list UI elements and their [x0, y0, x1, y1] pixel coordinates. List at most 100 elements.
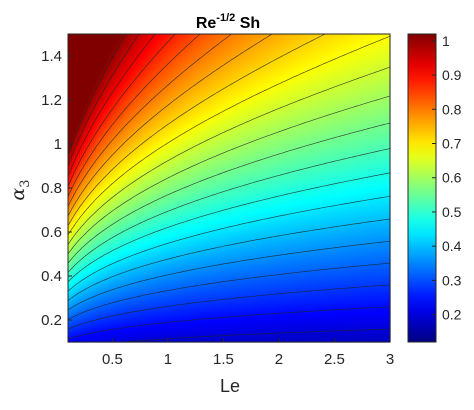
- heatmap-cell: [108, 210, 111, 214]
- heatmap-cell: [92, 89, 95, 93]
- heatmap-cell: [96, 276, 99, 280]
- heatmap-cell: [76, 79, 79, 83]
- heatmap-cell: [70, 336, 73, 339]
- heatmap-cell: [94, 155, 97, 158]
- heatmap-cell: [112, 37, 115, 41]
- heatmap-cell: [68, 232, 71, 236]
- heatmap-cell: [112, 69, 115, 73]
- heatmap-cell: [86, 288, 89, 291]
- heatmap-cell: [114, 167, 117, 170]
- heatmap-cell: [96, 330, 99, 333]
- heatmap-cell: [82, 123, 85, 127]
- heatmap-cell: [108, 99, 111, 103]
- heatmap-cell: [106, 87, 109, 91]
- heatmap-cell: [82, 125, 85, 128]
- heatmap-cell: [108, 324, 111, 327]
- heatmap-cell: [102, 187, 105, 190]
- heatmap-cell: [114, 85, 117, 89]
- heatmap-cell: [72, 187, 75, 190]
- heatmap-cell: [110, 55, 113, 59]
- heatmap-cell: [86, 268, 89, 272]
- heatmap-cell: [104, 340, 107, 343]
- heatmap-cell: [82, 250, 85, 254]
- heatmap-cell: [96, 183, 99, 186]
- heatmap-cell: [88, 145, 91, 148]
- heatmap-cell: [110, 83, 113, 87]
- heatmap-cell: [92, 75, 95, 79]
- heatmap-cell: [76, 274, 79, 278]
- heatmap-cell: [88, 206, 91, 210]
- heatmap-cell: [106, 268, 109, 272]
- heatmap-cell: [88, 334, 91, 337]
- heatmap-cell: [92, 55, 95, 59]
- heatmap-cell: [114, 238, 117, 242]
- heatmap-cell: [68, 292, 71, 295]
- heatmap-cell: [90, 268, 93, 272]
- heatmap-cell: [100, 228, 103, 232]
- heatmap-cell: [114, 334, 117, 337]
- heatmap-cell: [96, 101, 99, 105]
- heatmap-cell: [100, 256, 103, 260]
- heatmap-cell: [82, 169, 85, 172]
- heatmap-cell: [98, 163, 101, 166]
- heatmap-cell: [74, 286, 77, 289]
- heatmap-cell: [92, 206, 95, 210]
- heatmap-cell: [76, 316, 79, 319]
- heatmap-cell: [104, 157, 107, 160]
- heatmap-cell: [92, 157, 95, 160]
- heatmap-cell: [114, 175, 117, 178]
- heatmap-cell: [86, 198, 89, 202]
- heatmap-cell: [72, 169, 75, 172]
- heatmap-cell: [94, 91, 97, 95]
- heatmap-cell: [84, 119, 87, 123]
- heatmap-cell: [68, 330, 71, 333]
- heatmap-cell: [90, 103, 93, 107]
- heatmap-cell: [102, 206, 105, 210]
- heatmap-cell: [98, 302, 101, 305]
- heatmap-cell: [92, 141, 95, 144]
- heatmap-cell: [112, 91, 115, 95]
- heatmap-cell: [80, 244, 83, 248]
- heatmap-cell: [92, 316, 95, 319]
- heatmap-cell: [80, 316, 83, 319]
- heatmap-cell: [86, 43, 89, 47]
- heatmap-cell: [86, 89, 89, 93]
- heatmap-cell: [100, 45, 103, 49]
- heatmap-cell: [72, 212, 75, 216]
- heatmap-cell: [96, 336, 99, 339]
- heatmap-cell: [94, 34, 97, 37]
- heatmap-cell: [90, 39, 93, 43]
- heatmap-cell: [76, 109, 79, 113]
- heatmap-cell: [98, 208, 101, 212]
- heatmap-cell: [82, 103, 85, 107]
- heatmap-cell: [78, 101, 81, 105]
- heatmap-cell: [74, 244, 77, 248]
- heatmap-cell: [92, 188, 95, 192]
- heatmap-cell: [94, 272, 97, 276]
- heatmap-cell: [88, 326, 91, 329]
- heatmap-cell: [84, 212, 87, 216]
- heatmap-cell: [74, 188, 77, 192]
- heatmap-cell: [106, 338, 109, 341]
- heatmap-cell: [76, 41, 79, 45]
- heatmap-cell: [76, 147, 79, 150]
- heatmap-cell: [94, 73, 97, 77]
- heatmap-cell: [92, 246, 95, 250]
- heatmap-cell: [82, 244, 85, 248]
- heatmap-cell: [106, 131, 109, 134]
- heatmap-cell: [94, 264, 97, 268]
- heatmap-cell: [90, 264, 93, 268]
- heatmap-cell: [114, 115, 117, 119]
- heatmap-cell: [86, 330, 89, 333]
- heatmap-cell: [104, 41, 107, 45]
- heatmap-cell: [74, 69, 77, 73]
- heatmap-cell: [98, 105, 101, 109]
- heatmap-cell: [74, 332, 77, 335]
- heatmap-cell: [74, 119, 77, 123]
- heatmap-cell: [94, 109, 97, 113]
- heatmap-cell: [82, 316, 85, 319]
- heatmap-cell: [98, 77, 101, 81]
- heatmap-cell: [106, 244, 109, 248]
- heatmap-cell: [100, 264, 103, 268]
- heatmap-cell: [92, 51, 95, 55]
